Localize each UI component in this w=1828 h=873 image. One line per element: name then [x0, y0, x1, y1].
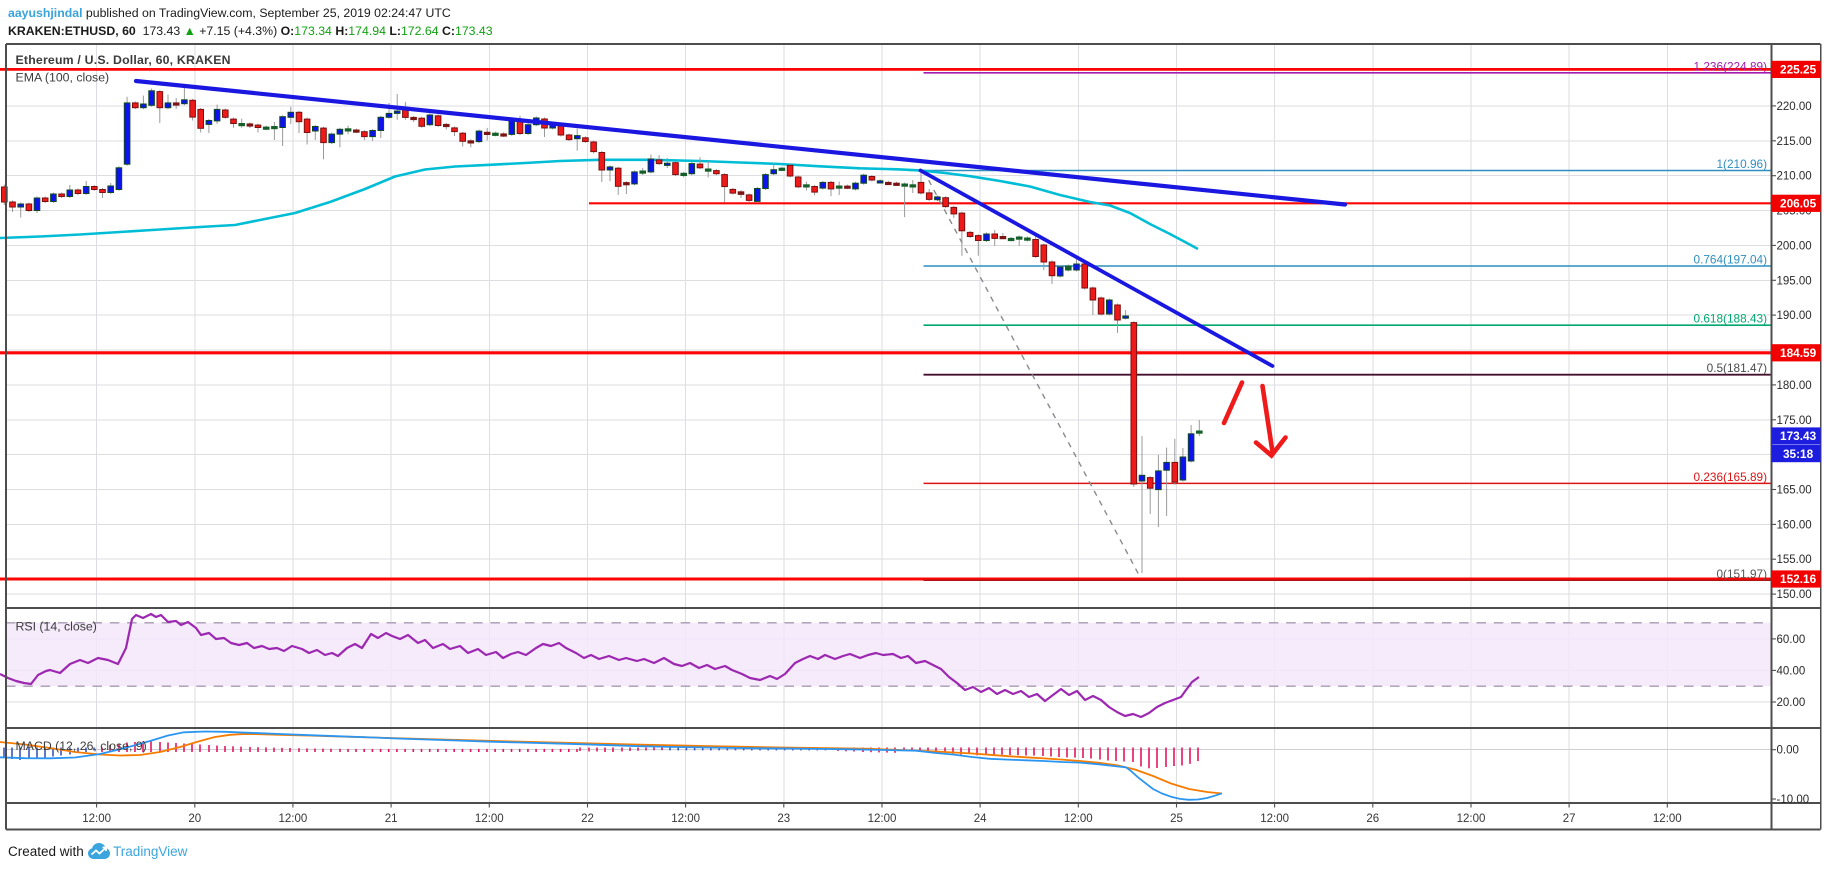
svg-text:0.618(188.43): 0.618(188.43): [1694, 312, 1768, 326]
svg-text:155.00: 155.00: [1777, 554, 1812, 566]
svg-text:MACD (12, 26, close, 9): MACD (12, 26, close, 9): [16, 739, 147, 753]
svg-text:184.59: 184.59: [1780, 346, 1817, 360]
svg-text:40.00: 40.00: [1777, 665, 1806, 677]
svg-text:12:00: 12:00: [671, 813, 700, 825]
svg-text:150.00: 150.00: [1777, 589, 1812, 601]
svg-text:0.236(165.89): 0.236(165.89): [1694, 470, 1768, 484]
svg-text:21: 21: [385, 813, 398, 825]
svg-text:225.25: 225.25: [1780, 63, 1817, 77]
svg-text:35:18: 35:18: [1783, 447, 1814, 461]
svg-text:20: 20: [188, 813, 201, 825]
svg-text:RSI (14, close): RSI (14, close): [16, 620, 97, 634]
svg-text:175.00: 175.00: [1777, 415, 1812, 427]
svg-text:22: 22: [581, 813, 594, 825]
svg-text:25: 25: [1170, 813, 1183, 825]
svg-text:215.00: 215.00: [1777, 136, 1812, 148]
svg-text:0.764(197.04): 0.764(197.04): [1694, 253, 1768, 267]
svg-text:-10.00: -10.00: [1777, 794, 1810, 806]
svg-text:12:00: 12:00: [1260, 813, 1289, 825]
svg-text:206.05: 206.05: [1780, 197, 1817, 211]
svg-text:EMA (100, close): EMA (100, close): [16, 71, 110, 85]
svg-text:27: 27: [1563, 813, 1576, 825]
svg-text:152.16: 152.16: [1780, 572, 1817, 586]
svg-text:12:00: 12:00: [1457, 813, 1486, 825]
svg-text:12:00: 12:00: [868, 813, 897, 825]
svg-text:180.00: 180.00: [1777, 380, 1812, 392]
svg-text:0.5(181.47): 0.5(181.47): [1707, 361, 1767, 375]
svg-text:23: 23: [777, 813, 790, 825]
svg-text:165.00: 165.00: [1777, 485, 1812, 497]
svg-text:12:00: 12:00: [82, 813, 111, 825]
svg-text:12:00: 12:00: [1653, 813, 1682, 825]
svg-text:60.00: 60.00: [1777, 634, 1806, 646]
svg-text:200.00: 200.00: [1777, 240, 1812, 252]
svg-text:20.00: 20.00: [1777, 697, 1806, 709]
svg-text:210.00: 210.00: [1777, 171, 1812, 183]
svg-text:173.43: 173.43: [1780, 429, 1817, 443]
svg-text:12:00: 12:00: [475, 813, 504, 825]
svg-text:Ethereum / U.S. Dollar, 60, KR: Ethereum / U.S. Dollar, 60, KRAKEN: [16, 53, 231, 67]
svg-text:12:00: 12:00: [1064, 813, 1093, 825]
svg-text:0(151.97): 0(151.97): [1717, 567, 1768, 581]
svg-text:26: 26: [1366, 813, 1379, 825]
svg-text:195.00: 195.00: [1777, 275, 1812, 287]
svg-text:160.00: 160.00: [1777, 519, 1812, 531]
svg-text:1.236(224.89): 1.236(224.89): [1694, 59, 1768, 73]
svg-text:220.00: 220.00: [1777, 101, 1812, 113]
svg-text:190.00: 190.00: [1777, 310, 1812, 322]
svg-text:1(210.96): 1(210.96): [1717, 157, 1768, 171]
svg-text:0.00: 0.00: [1777, 745, 1799, 757]
svg-text:24: 24: [974, 813, 987, 825]
svg-text:12:00: 12:00: [279, 813, 308, 825]
